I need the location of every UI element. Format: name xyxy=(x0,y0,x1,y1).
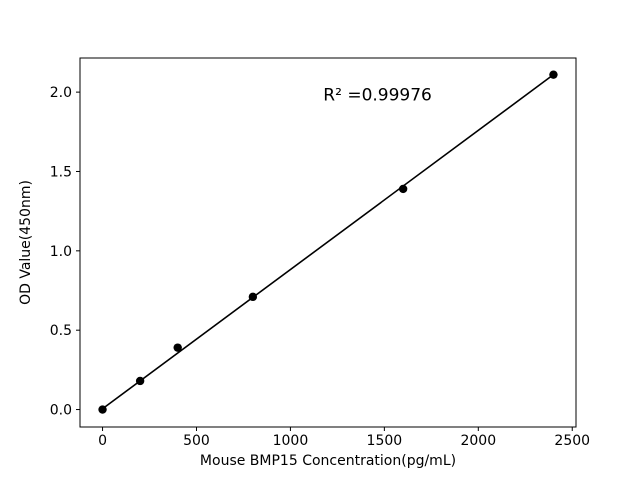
data-point xyxy=(98,405,107,414)
fit-line xyxy=(102,74,554,410)
x-axis-label: Mouse BMP15 Concentration(pg/mL) xyxy=(200,453,456,469)
data-point xyxy=(173,343,182,352)
r-squared-annotation: R² =0.99976 xyxy=(323,85,432,105)
x-tick-label: 0 xyxy=(98,433,107,449)
data-point xyxy=(398,184,408,194)
data-point xyxy=(135,376,145,386)
y-tick-label: 0.0 xyxy=(50,403,72,419)
x-tick-label: 1500 xyxy=(367,433,403,449)
x-tick-label: 500 xyxy=(183,433,210,449)
y-tick-label: 1.5 xyxy=(50,164,72,180)
y-tick-label: 1.0 xyxy=(50,244,72,260)
axes-spines xyxy=(79,57,577,428)
x-tick-label: 2500 xyxy=(554,433,590,449)
y-tick-label: 0.5 xyxy=(50,323,72,339)
data-point xyxy=(248,292,258,302)
data-point xyxy=(549,70,558,79)
x-tick-label: 1000 xyxy=(273,433,309,449)
y-axis-label: OD Value(450nm) xyxy=(18,180,34,305)
y-tick-label: 2.0 xyxy=(50,85,72,101)
x-tick-label: 2000 xyxy=(460,433,496,449)
